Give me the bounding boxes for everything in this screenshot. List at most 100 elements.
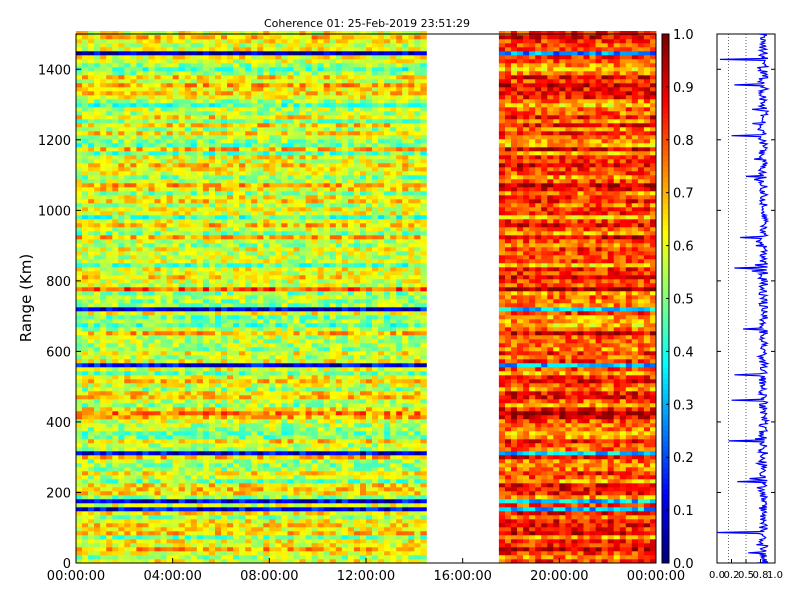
heatmap-cell	[317, 335, 325, 340]
heatmap-cell	[227, 379, 234, 384]
heatmap-cell	[118, 355, 125, 360]
heatmap-cell	[347, 299, 355, 304]
heatmap-cell	[215, 227, 222, 232]
heatmap-cell	[414, 539, 421, 544]
heatmap-cell	[106, 559, 113, 564]
heatmap-cell	[347, 459, 355, 464]
heatmap-cell	[420, 539, 427, 544]
heatmap-cell	[323, 279, 331, 284]
heatmap-cell	[88, 367, 95, 372]
heatmap-cell	[275, 263, 282, 268]
heatmap-cell	[384, 471, 391, 476]
heatmap-cell	[172, 487, 180, 492]
heatmap-cell	[130, 279, 137, 284]
heatmap-cell	[208, 351, 216, 356]
heatmap-cell	[130, 251, 137, 256]
heatmap-cell	[329, 431, 337, 436]
heatmap-cell	[396, 419, 403, 424]
heatmap-cell	[305, 295, 312, 300]
heatmap-cell	[76, 419, 83, 424]
heatmap-cell	[335, 423, 343, 428]
heatmap-cell	[124, 407, 131, 412]
heatmap-cell	[148, 487, 155, 492]
heatmap-cell	[130, 507, 137, 512]
heatmap-cell	[317, 475, 325, 480]
heatmap-cell	[178, 463, 186, 468]
heatmap-cell	[154, 319, 161, 324]
heatmap-cell	[88, 363, 95, 368]
heatmap-cell	[208, 539, 216, 544]
heatmap-cell	[378, 383, 385, 388]
heatmap-cell	[94, 259, 101, 264]
heatmap-cell	[88, 355, 95, 360]
heatmap-cell	[329, 379, 337, 384]
heatmap-cell	[347, 407, 355, 412]
heatmap-cell	[287, 395, 294, 400]
heatmap-cell	[329, 271, 337, 276]
heatmap-cell	[323, 411, 331, 416]
heatmap-cell	[341, 287, 349, 292]
heatmap-cell	[245, 367, 252, 372]
heatmap-cell	[360, 259, 367, 264]
heatmap-cell	[396, 519, 403, 524]
heatmap-cell	[372, 251, 379, 256]
heatmap-cell	[118, 535, 125, 540]
heatmap-cell	[82, 327, 89, 332]
heatmap-cell	[323, 323, 331, 328]
heatmap-cell	[305, 319, 312, 324]
heatmap-cell	[414, 223, 421, 228]
heatmap-cell	[190, 255, 198, 260]
heatmap-cell	[317, 435, 325, 440]
heatmap-cell	[196, 379, 204, 384]
heatmap-cell	[311, 535, 318, 540]
heatmap-cell	[94, 515, 101, 520]
heatmap-cell	[221, 415, 228, 420]
heatmap-cell	[360, 471, 367, 476]
heatmap-cell	[378, 363, 385, 368]
heatmap-cell	[281, 411, 288, 416]
heatmap-cell	[311, 351, 318, 356]
heatmap-cell	[390, 439, 397, 444]
heatmap-cell	[299, 539, 306, 544]
heatmap-cell	[396, 471, 403, 476]
heatmap-cell	[251, 227, 258, 232]
heatmap-cell	[372, 483, 379, 488]
heatmap-cell	[341, 427, 349, 432]
heatmap-cell	[100, 539, 107, 544]
heatmap-cell	[208, 515, 216, 520]
heatmap-cell	[269, 479, 276, 484]
heatmap-cell	[130, 347, 137, 352]
heatmap-cell	[390, 407, 397, 412]
heatmap-cell	[378, 283, 385, 288]
heatmap-cell	[100, 463, 107, 468]
heatmap-cell	[208, 411, 216, 416]
heatmap-cell	[130, 271, 137, 276]
heatmap-cell	[106, 455, 113, 460]
heatmap-cell	[118, 415, 125, 420]
heatmap-cell	[390, 283, 397, 288]
heatmap-cell	[196, 427, 204, 432]
heatmap-cell	[118, 251, 125, 256]
heatmap-cell	[366, 467, 373, 472]
heatmap-cell	[202, 259, 210, 264]
heatmap-cell	[94, 291, 101, 296]
heatmap-cell	[269, 495, 276, 500]
heatmap-cell	[124, 287, 131, 292]
heatmap-cell	[245, 315, 252, 320]
heatmap-cell	[408, 547, 415, 552]
heatmap-cell	[100, 543, 107, 548]
heatmap-cell	[184, 335, 192, 340]
heatmap-cell	[100, 311, 107, 316]
heatmap-cell	[287, 231, 294, 236]
heatmap-cell	[257, 463, 264, 468]
heatmap-cell	[353, 391, 361, 396]
heatmap-cell	[202, 479, 210, 484]
heatmap-cell	[130, 327, 137, 332]
heatmap-cell	[178, 547, 186, 552]
heatmap-cell	[420, 547, 427, 552]
heatmap-cell	[414, 427, 421, 432]
heatmap-cell	[148, 471, 155, 476]
heatmap-cell	[323, 219, 331, 224]
heatmap-cell	[323, 535, 331, 540]
heatmap-cell	[166, 403, 173, 408]
